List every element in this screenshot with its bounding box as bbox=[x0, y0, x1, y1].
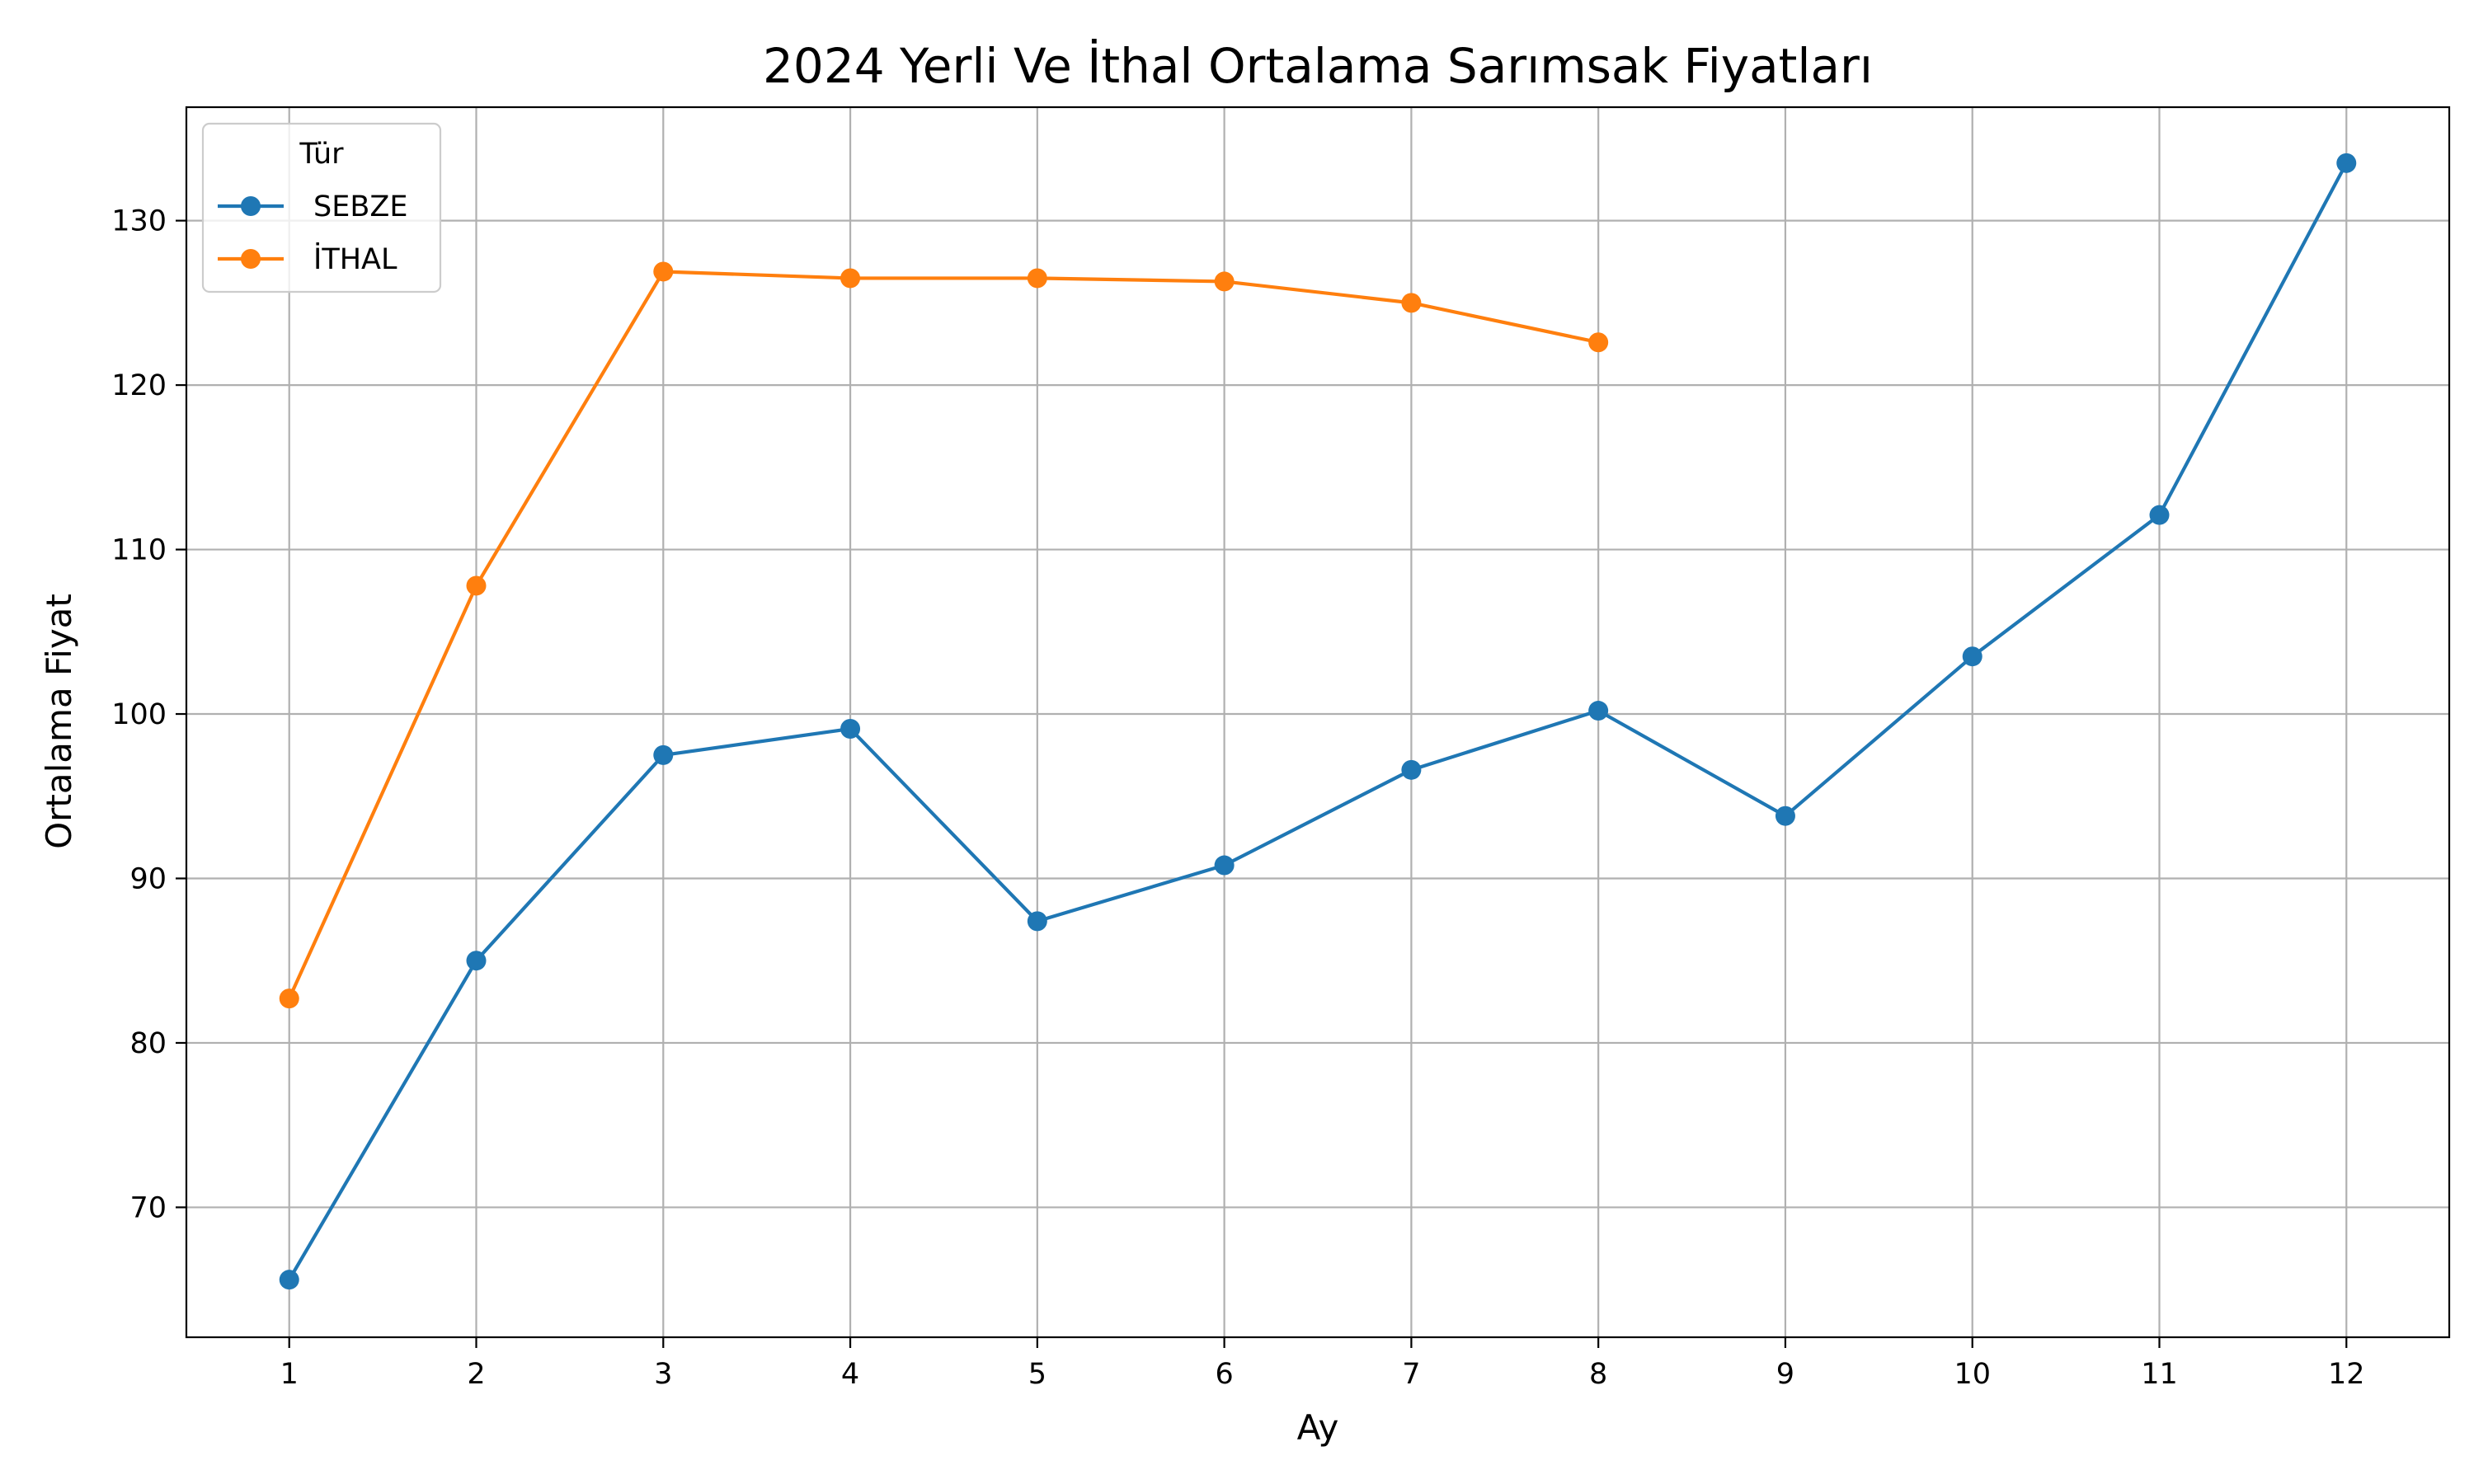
x-tick-label: 8 bbox=[1589, 1358, 1607, 1391]
data-point-ithal bbox=[1214, 271, 1235, 292]
data-point-ithal bbox=[653, 261, 674, 282]
x-tick-label: 5 bbox=[1028, 1358, 1047, 1391]
legend-frame bbox=[201, 122, 442, 294]
data-point-ithal bbox=[466, 575, 487, 596]
y-tick-label: 70 bbox=[129, 1191, 167, 1224]
x-tick-label: 7 bbox=[1402, 1358, 1420, 1391]
data-point-sebze bbox=[1027, 911, 1047, 932]
data-point-sebze bbox=[279, 1270, 299, 1290]
x-tick-label: 4 bbox=[841, 1358, 859, 1391]
data-point-sebze bbox=[653, 744, 674, 765]
grid-layer bbox=[186, 107, 2449, 1337]
data-point-sebze bbox=[840, 718, 861, 739]
data-point-sebze bbox=[1214, 855, 1235, 876]
data-point-sebze bbox=[1962, 646, 1982, 667]
legend-marker-sebze bbox=[241, 196, 261, 216]
data-point-sebze bbox=[1401, 759, 1422, 780]
x-tick-label: 2 bbox=[467, 1358, 485, 1391]
data-point-ithal bbox=[840, 268, 861, 289]
x-tick-label: 11 bbox=[2141, 1358, 2178, 1391]
data-point-ithal bbox=[1027, 268, 1047, 289]
x-axis-label: Ay bbox=[1297, 1407, 1339, 1448]
data-point-ithal bbox=[1401, 293, 1422, 313]
x-tick-label: 1 bbox=[280, 1358, 299, 1391]
data-point-sebze bbox=[2336, 153, 2357, 173]
plot-frame bbox=[185, 106, 2451, 1339]
chart-title: 2024 Yerli Ve İthal Ortalama Sarımsak Fi… bbox=[763, 38, 1873, 94]
series-line-sebze bbox=[287, 162, 2349, 1281]
y-tick-label: 90 bbox=[129, 862, 167, 895]
data-point-ithal bbox=[1588, 332, 1609, 353]
y-tick-label: 100 bbox=[111, 698, 167, 731]
y-tick-label: 130 bbox=[111, 205, 167, 238]
x-tick-label: 9 bbox=[1776, 1358, 1794, 1391]
legend-title: Tür bbox=[299, 138, 344, 171]
legend: Tür SEBZE İTHAL bbox=[201, 122, 442, 294]
y-tick-label: 80 bbox=[129, 1027, 167, 1060]
data-point-sebze bbox=[1588, 701, 1609, 721]
y-tick-label: 120 bbox=[111, 369, 167, 402]
x-tick-label: 3 bbox=[654, 1358, 672, 1391]
data-point-sebze bbox=[1775, 805, 1795, 826]
data-point-sebze bbox=[2149, 505, 2170, 525]
legend-label-ithal: İTHAL bbox=[313, 242, 397, 276]
series-layer bbox=[279, 153, 2357, 1290]
x-tick-label: 12 bbox=[2328, 1358, 2365, 1391]
legend-label-sebze: SEBZE bbox=[313, 190, 407, 223]
x-tick-label: 10 bbox=[1954, 1358, 1991, 1391]
y-axis-label: Ortalama Fiyat bbox=[39, 594, 79, 849]
data-point-ithal bbox=[279, 989, 299, 1009]
data-point-sebze bbox=[466, 951, 487, 971]
series-line-ithal bbox=[287, 270, 1599, 999]
x-tick-label: 6 bbox=[1215, 1358, 1233, 1391]
y-tick-label: 110 bbox=[111, 534, 167, 567]
legend-marker-ithal bbox=[241, 249, 261, 269]
